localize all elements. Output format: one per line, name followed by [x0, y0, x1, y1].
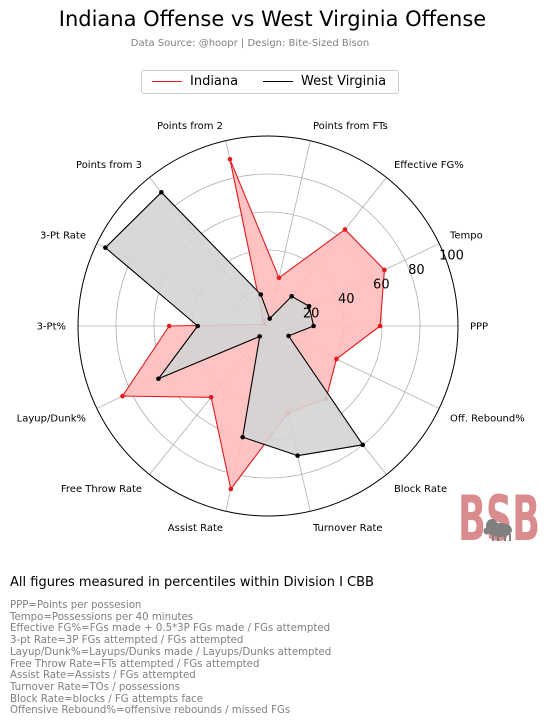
- radar-series: [103, 156, 387, 492]
- definition-item: Offensive Rebound%=offensive rebounds / …: [10, 705, 291, 717]
- data-point: [156, 376, 161, 382]
- data-point: [257, 334, 263, 339]
- legend: Indiana West Virginia: [141, 70, 399, 94]
- definition-item: 3-pt Rate=3P FGs attempted / FGs attempt…: [10, 635, 244, 647]
- radial-tick-label: 40: [338, 292, 355, 307]
- definitions-list: PPP=Points per possesion Tempo=Possession…: [10, 600, 331, 717]
- data-point: [120, 393, 125, 399]
- data-point: [311, 323, 316, 329]
- data-point: [240, 434, 245, 440]
- legend-label-indiana: Indiana: [190, 74, 239, 89]
- bison-icon: [483, 519, 512, 541]
- radial-tick-label: 60: [373, 277, 390, 292]
- data-point: [295, 453, 300, 458]
- category-label: Turnover Rate: [312, 523, 383, 534]
- category-label: PPP: [470, 322, 488, 333]
- data-point: [360, 442, 366, 448]
- data-point: [195, 323, 200, 329]
- category-label: Points from 2: [157, 121, 223, 132]
- radar-frame: [77, 135, 459, 517]
- category-label: 3-Pt%: [37, 322, 66, 333]
- data-point: [306, 303, 312, 309]
- radial-tick-label: 80: [408, 263, 425, 278]
- data-point: [289, 293, 294, 299]
- radial-tick-label: 20: [303, 306, 320, 321]
- category-label: Tempo: [449, 230, 483, 241]
- chart-title: Indiana Offense vs West Virginia Offense: [58, 7, 487, 31]
- definition-item: Effective FG%=FGs made + 0.5*3P FGs made…: [10, 623, 331, 635]
- data-point: [159, 190, 164, 195]
- legend-line-indiana: [152, 81, 182, 82]
- data-point: [103, 245, 108, 250]
- bsb-logo: BSB: [458, 488, 540, 544]
- definition-item: Layup/Dunk%=Layups/Dunks made / Layups/D…: [10, 646, 332, 658]
- category-label: Effective FG%: [394, 160, 464, 171]
- data-point: [267, 316, 272, 321]
- chart-subtitle: Data Source: @hoopr | Design: Bite-Sized…: [130, 38, 370, 49]
- definition-item: Tempo=Possessions per 40 minutes: [10, 611, 194, 623]
- legend-item-west-virginia: West Virginia: [263, 74, 386, 89]
- radar-labels: 20 40 60 80 100 PPP Tempo Effective FG% Points f…: [17, 121, 525, 534]
- data-point: [377, 323, 383, 329]
- data-point: [382, 267, 387, 273]
- category-label: Layup/Dunk%: [17, 414, 86, 425]
- radial-tick-label: 100: [439, 248, 464, 263]
- definition-item: Turnover Rate=TOs / possessions: [10, 681, 180, 693]
- category-label: Points from FTs: [313, 121, 388, 132]
- definition-item: Free Throw Rate=FTs attempted / FGs atte…: [10, 658, 260, 670]
- series-west-virginia: [103, 190, 366, 458]
- category-label: Points from 3: [76, 160, 142, 171]
- data-point: [258, 292, 264, 297]
- definition-item: Assist Rate=Assists / FGs attempted: [10, 670, 196, 682]
- data-point: [276, 275, 282, 281]
- category-label: Assist Rate: [168, 523, 223, 534]
- notes-heading: All figures measured in percentiles with…: [10, 575, 374, 590]
- definition-item: Block Rate=blocks / FG attempts face: [10, 693, 204, 705]
- data-point: [208, 395, 214, 400]
- data-point: [342, 227, 348, 232]
- category-label: Free Throw Rate: [61, 484, 142, 495]
- legend-line-west-virginia: [263, 81, 293, 82]
- legend-item-indiana: Indiana: [152, 74, 238, 89]
- category-label: 3-Pt Rate: [40, 230, 86, 241]
- data-point: [334, 356, 339, 362]
- data-point: [166, 323, 172, 329]
- definition-item: PPP=Points per possesion: [10, 600, 142, 611]
- category-label: Block Rate: [394, 484, 447, 495]
- data-point: [227, 156, 233, 162]
- data-point: [286, 333, 291, 339]
- category-label: Off. Rebound%: [450, 414, 525, 425]
- data-point: [228, 486, 234, 492]
- legend-label-west-virginia: West Virginia: [301, 74, 387, 89]
